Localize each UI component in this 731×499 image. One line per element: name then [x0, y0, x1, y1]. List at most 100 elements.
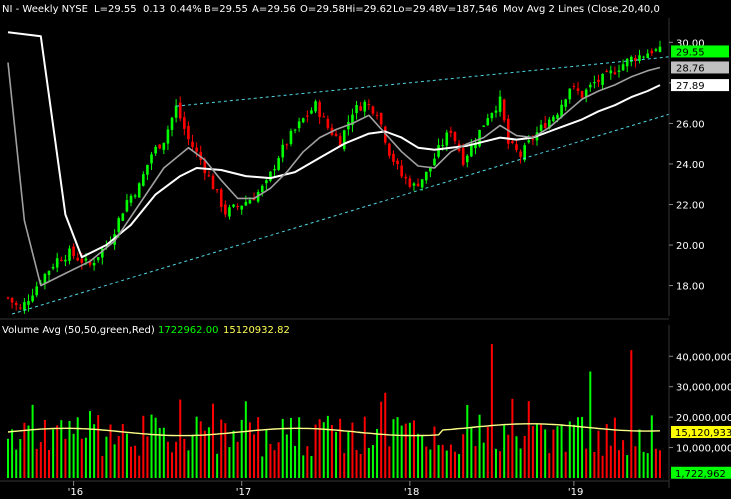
candle-body: [285, 144, 289, 146]
volume-bar: [466, 404, 469, 478]
volume-value-green: 1722962.00: [158, 325, 218, 336]
header-open: O=29.58: [300, 4, 345, 15]
candle-body: [174, 105, 178, 118]
candle-body: [162, 142, 166, 150]
candle-body: [68, 248, 71, 261]
volume-bar: [630, 350, 633, 478]
volume-bar: [527, 401, 530, 478]
volume-bar: [380, 401, 383, 478]
candle-body: [80, 258, 84, 263]
candle-body: [43, 273, 47, 284]
volume-bar: [412, 420, 415, 478]
candle-body: [613, 72, 617, 75]
volume-bar: [80, 438, 83, 478]
volume-bar: [408, 422, 411, 478]
volume-bar: [89, 411, 92, 478]
volume-bar: [486, 426, 489, 478]
candle-body: [72, 246, 75, 257]
price-label-box: [671, 79, 729, 92]
volume-labels: 15,120,933 1,722,962: [671, 425, 731, 480]
candle-body: [137, 183, 141, 198]
candle-body: [207, 175, 211, 177]
candle-body: [580, 91, 584, 98]
candle-body: [654, 49, 658, 51]
volume-bar: [138, 455, 141, 478]
candle-body: [433, 158, 436, 166]
volume-bar: [171, 452, 174, 478]
volume-bar: [326, 415, 329, 478]
candle-body: [539, 124, 543, 131]
candle-body: [576, 88, 580, 91]
volume-bar: [72, 433, 75, 478]
trendline: [11, 112, 673, 315]
price-tick-label: 18.00: [676, 282, 705, 293]
volume-bar: [216, 453, 219, 478]
volume-bar: [470, 426, 473, 478]
candle-body: [92, 262, 96, 266]
volume-bar: [417, 433, 420, 478]
candle-body: [334, 133, 338, 137]
price-label-box: [671, 61, 729, 74]
header-low: Lo=29.48: [393, 4, 442, 15]
volume-bar: [162, 427, 165, 478]
volume-bar: [351, 422, 354, 478]
candle-body: [400, 165, 403, 177]
x-axis: '16 '17 '18 '19: [0, 480, 669, 498]
volume-bar: [244, 401, 247, 478]
volume-bar: [31, 404, 34, 478]
candle-body: [195, 147, 198, 152]
candle-body: [129, 195, 133, 203]
price-label-text: 27.89: [676, 81, 705, 92]
candle-body: [228, 207, 231, 217]
candle-body: [244, 201, 248, 206]
candle-body: [564, 99, 567, 107]
header-change: 0.13: [143, 4, 165, 15]
candle-body: [396, 160, 399, 165]
candle-body: [359, 106, 362, 111]
volume-bar: [445, 450, 448, 478]
volume-tick-label: 30,000,000: [676, 383, 731, 394]
candle-body: [269, 171, 272, 181]
volume-bar: [429, 449, 432, 478]
candle-body: [502, 99, 506, 121]
volume-bar: [347, 431, 350, 478]
candle-body: [96, 257, 100, 261]
volume-bar: [121, 424, 124, 478]
volume-bar: [646, 453, 649, 478]
volume-bar: [552, 429, 555, 478]
candle-body: [601, 73, 604, 85]
candle-body: [367, 103, 371, 105]
candle-body: [646, 53, 649, 58]
candle-body: [494, 110, 498, 113]
volume-bar: [203, 430, 206, 478]
volume-bar: [421, 435, 424, 478]
volume-bar: [581, 416, 584, 478]
volume-bar: [572, 424, 575, 478]
candle-body: [498, 96, 502, 112]
volume-bar: [388, 446, 391, 478]
candle-body: [593, 82, 596, 84]
volume-bar: [212, 403, 215, 478]
volume-bar: [400, 425, 403, 478]
volume-bar: [367, 447, 370, 478]
volume-bar: [7, 438, 9, 478]
trendline: [176, 56, 673, 107]
candle-body: [215, 189, 219, 191]
candle-body: [19, 307, 22, 309]
candle-body: [211, 175, 215, 190]
volume-bar: [52, 429, 55, 478]
volume-bar: [289, 417, 292, 478]
volume-bar: [68, 420, 71, 478]
price-tick-label: 20.00: [676, 241, 705, 252]
volume-bar: [564, 451, 567, 478]
volume-bar: [76, 417, 79, 478]
candle-body: [76, 257, 80, 261]
volume-bar: [306, 446, 309, 478]
volume-bar: [191, 434, 194, 478]
volume-bar: [335, 431, 338, 478]
candle-body: [605, 71, 608, 73]
candle-body: [306, 115, 309, 117]
candle-body: [260, 185, 264, 193]
volume-tick-label: 20,000,000: [676, 413, 731, 424]
candle-body: [125, 200, 129, 212]
